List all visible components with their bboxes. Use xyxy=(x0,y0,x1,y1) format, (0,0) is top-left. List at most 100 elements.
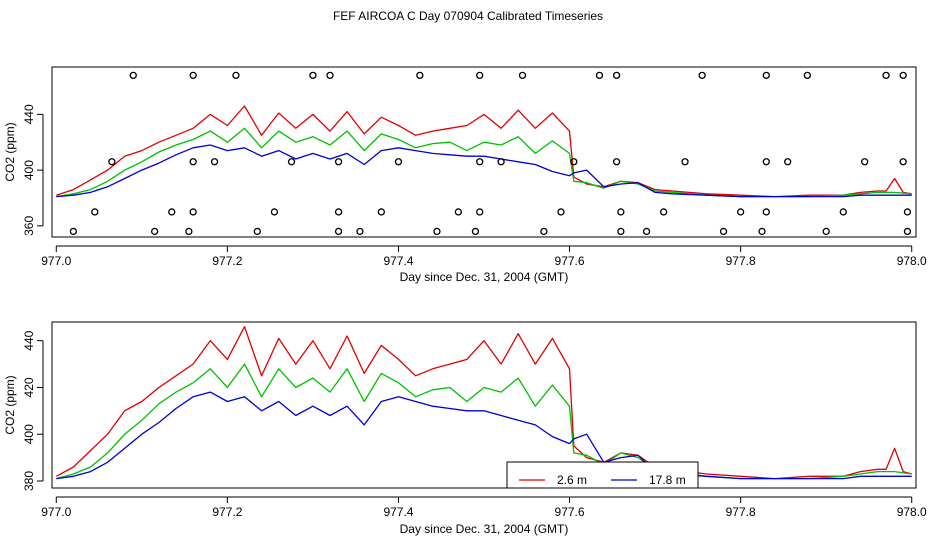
top-marker-point xyxy=(210,158,219,166)
top-x-tick-label: 977.8 xyxy=(726,254,756,268)
top-marker-point xyxy=(659,208,668,216)
top-marker-point xyxy=(377,208,385,216)
top-marker-point xyxy=(168,208,176,216)
bottom-series-group xyxy=(55,326,912,480)
top-marker-point xyxy=(642,227,651,236)
top-marker-point xyxy=(497,158,505,166)
legend-label-2.6m: 2.6 m xyxy=(557,473,587,487)
top-y-tick-label: 360 xyxy=(22,216,36,236)
top-marker-point xyxy=(617,227,625,236)
top-y-axis-title: CO2 (ppm) xyxy=(3,122,17,181)
bottom-panel: 977.0 977.2 977.4 977.6 977.8 978.0 380 400 420… xyxy=(3,321,927,536)
bot-series-line-green xyxy=(56,363,912,480)
top-marker-point xyxy=(471,227,480,236)
top-x-axis-title: Day since Dec. 31, 2004 (GMT) xyxy=(400,270,569,284)
bot-y-tick-label: 420 xyxy=(22,377,36,397)
top-marker-point xyxy=(612,71,621,80)
top-marker-point xyxy=(416,71,424,80)
top-marker-point xyxy=(253,227,261,236)
top-marker-point xyxy=(129,71,137,80)
bottom-x-axis-title: Day since Dec. 31, 2004 (GMT) xyxy=(400,522,569,536)
bot-x-tick-label: 977.8 xyxy=(726,505,756,519)
bot-y-tick-label: 440 xyxy=(22,330,36,350)
bottom-y-axis-title: CO2 (ppm) xyxy=(3,375,17,434)
bot-x-tick-label: 977.4 xyxy=(383,505,413,519)
top-marker-point xyxy=(784,158,792,166)
bottom-x-axis: 977.0 977.2 977.4 977.6 977.8 978.0 xyxy=(41,496,927,519)
top-marker-point xyxy=(476,71,484,80)
bot-x-tick-label: 978.0 xyxy=(897,505,927,519)
legend-label-17.8m: 17.8 m xyxy=(649,473,686,487)
top-y-tick-label: 440 xyxy=(22,104,36,124)
top-marker-point xyxy=(861,158,869,166)
bottom-y-axis: 380 400 420 440 xyxy=(22,330,44,491)
bottom-plot-frame xyxy=(51,321,917,489)
top-marker-point xyxy=(612,158,621,166)
bot-x-tick-label: 977.6 xyxy=(555,505,585,519)
top-series-line-green xyxy=(56,127,912,198)
top-marker-point xyxy=(108,158,116,166)
top-marker-point xyxy=(762,158,770,166)
top-marker-point xyxy=(476,158,484,166)
bot-y-tick-label: 400 xyxy=(22,424,36,444)
top-x-tick-label: 978.0 xyxy=(897,254,927,268)
top-x-tick-label: 977.0 xyxy=(41,254,71,268)
top-marker-point xyxy=(356,227,364,236)
top-marker-point xyxy=(822,227,830,236)
top-marker-point xyxy=(903,227,912,236)
top-marker-point xyxy=(736,208,745,216)
legend: 2.6 m 17.8 m xyxy=(506,461,699,489)
top-marker-point xyxy=(803,71,812,80)
top-series-line-17.8m xyxy=(56,144,912,198)
top-marker-point xyxy=(839,208,847,216)
top-marker-point xyxy=(882,71,890,80)
top-y-tick-label: 400 xyxy=(22,160,36,180)
top-y-axis: 360 400 440 xyxy=(22,104,44,236)
bot-y-tick-label: 380 xyxy=(22,471,36,491)
top-x-tick-label: 977.4 xyxy=(383,254,413,268)
top-marker-point xyxy=(309,71,317,80)
page-title: FEF AIRCOA C Day 070904 Calibrated Times… xyxy=(332,9,604,23)
top-x-tick-label: 977.6 xyxy=(555,254,585,268)
top-marker-point xyxy=(617,208,625,216)
top-marker-point xyxy=(454,208,462,216)
bot-x-tick-label: 977.0 xyxy=(41,505,71,519)
top-marker-point xyxy=(681,158,689,166)
top-series-group xyxy=(56,105,912,198)
top-marker-point xyxy=(719,227,728,236)
top-marker-point xyxy=(518,71,527,80)
top-marker-point xyxy=(595,71,604,80)
top-markers-group xyxy=(69,71,912,236)
bot-x-tick-label: 977.2 xyxy=(212,505,242,519)
top-marker-point xyxy=(326,71,334,80)
top-marker-point xyxy=(69,227,78,236)
top-marker-point xyxy=(540,227,548,236)
top-marker-point xyxy=(557,208,565,216)
top-marker-point xyxy=(762,208,770,216)
top-marker-point xyxy=(334,227,343,236)
top-marker-point xyxy=(334,158,343,166)
top-plot-frame xyxy=(51,66,917,238)
legend-box xyxy=(506,461,699,489)
top-marker-point xyxy=(151,227,159,236)
top-marker-point xyxy=(91,208,99,216)
top-marker-point xyxy=(698,71,706,80)
top-marker-point xyxy=(189,71,197,80)
top-marker-point xyxy=(394,158,403,166)
top-marker-point xyxy=(185,227,193,236)
top-marker-point xyxy=(570,158,578,166)
top-marker-point xyxy=(899,158,907,166)
top-marker-point xyxy=(334,208,343,216)
top-marker-point xyxy=(762,71,770,80)
top-marker-point xyxy=(758,227,766,236)
top-panel: 977.0 977.2 977.4 977.6 977.8 978.0 360 400 440… xyxy=(3,66,927,284)
top-x-axis: 977.0 977.2 977.4 977.6 977.8 978.0 xyxy=(41,245,927,268)
top-marker-point xyxy=(899,71,907,80)
bot-series-line-17.8m xyxy=(56,391,912,480)
top-marker-point xyxy=(476,208,484,216)
top-marker-point xyxy=(189,208,197,216)
top-marker-point xyxy=(287,158,296,166)
top-marker-point xyxy=(903,208,912,216)
top-marker-point xyxy=(433,227,441,236)
